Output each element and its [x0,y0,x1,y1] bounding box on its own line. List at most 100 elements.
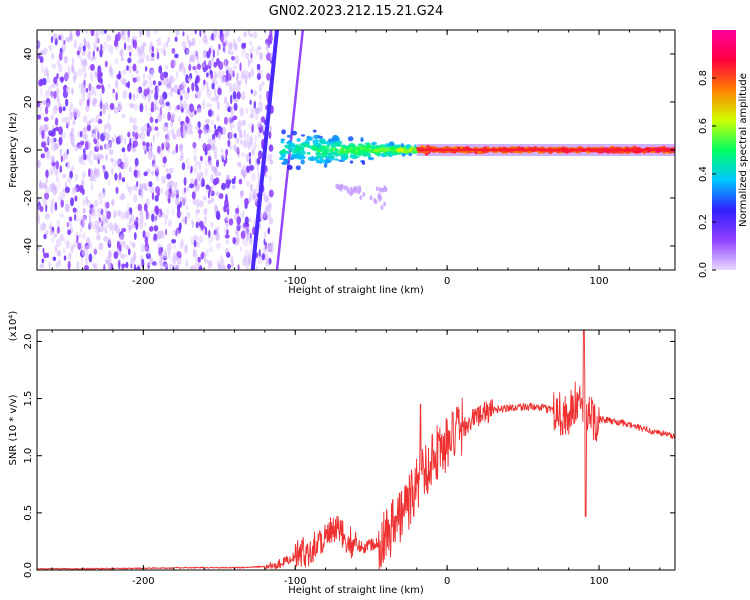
y-tick-label: 0 [23,147,34,153]
heatmap-cell [175,264,180,270]
heatmap-cell [212,30,218,35]
heatmap-cell [153,225,159,232]
heatmap-cell [217,264,223,270]
heatmap-cell [55,160,59,170]
heatmap-cell [230,94,233,105]
heatmap-cell [197,217,201,222]
heatmap-cell [66,121,71,127]
heatmap-cell [88,120,91,126]
heatmap-cell [246,132,250,142]
heatmap-cell [165,64,169,71]
heatmap-cell [42,47,48,55]
heatmap-cell [221,182,226,191]
heatmap-cell [235,207,240,214]
heatmap-cell [73,39,78,45]
heatmap-cell [128,64,132,74]
x-tick-label: 0 [444,576,450,587]
heatmap-cell [140,92,143,99]
heatmap-cell [207,149,211,156]
heatmap-cell [227,116,233,124]
signal-cell [348,146,355,150]
spectrogram-x-ticks: -200 -100 0 100 [51,30,661,287]
signal-cell [280,138,286,142]
heatmap-cell [109,102,115,111]
signal-cell [339,150,347,154]
heatmap-cell [141,145,147,151]
heatmap-cell [206,88,212,99]
heatmap-cell [129,240,132,246]
heatmap-cell [213,167,218,177]
heatmap-cell [115,92,118,101]
heatmap-cell [37,214,41,221]
heatmap-cell [106,221,110,228]
heatmap-cell [201,251,205,257]
heatmap-cell [214,124,217,130]
heatmap-cell [214,203,217,209]
heatmap-cell [161,142,165,151]
heatmap-cell [176,70,179,80]
heatmap-cell [131,242,136,248]
heatmap-cell [171,47,176,54]
heatmap-cell [70,244,76,249]
heatmap-cell [142,73,146,80]
heatmap-cell [135,124,139,133]
heatmap-cell [79,228,83,233]
heatmap-cell [203,252,207,261]
heatmap-cell [258,249,261,258]
heatmap-cell [203,208,208,216]
heatmap-cell [208,47,212,55]
heatmap-cell [143,171,148,176]
heatmap-cell [194,178,198,188]
heatmap-cell [241,49,246,58]
heatmap-cell [120,193,126,201]
signal-cell [307,136,314,141]
heatmap-cell [211,197,214,203]
heatmap-cell [212,138,217,145]
heatmap-cell [248,58,253,64]
heatmap-cell [90,207,96,217]
heatmap-cell [377,192,381,198]
heatmap-cell [215,232,220,241]
heatmap-cell [240,230,246,240]
heatmap-cell [212,49,215,59]
heatmap-cell [144,221,147,227]
signal-cell [366,145,372,149]
heatmap-cell [153,104,157,110]
heatmap-cell [96,46,99,52]
heatmap-cell [255,47,260,56]
heatmap-cell [267,227,271,235]
heatmap-cell [51,142,56,152]
heatmap-cell [144,246,149,251]
heatmap-cell [103,215,106,223]
heatmap-cell [48,168,54,176]
heatmap-cell [83,36,87,46]
heatmap-cell [249,48,252,55]
spectrogram-y-ticks: -40 -20 0 20 40 [23,48,675,254]
heatmap-cell [204,167,209,177]
heatmap-cell [232,115,238,121]
heatmap-cell [258,150,263,160]
heatmap-cell [176,128,182,138]
heatmap-cell [63,236,66,245]
heatmap-cell [150,107,155,113]
heatmap-cell [147,96,150,105]
snr-x-label: Height of straight line (km) [288,585,424,596]
heatmap-cell [223,159,226,167]
heatmap-cell [165,168,169,174]
heatmap-cell [117,228,120,234]
heatmap-cell [182,100,187,110]
heatmap-cell [184,92,189,101]
heatmap-cell [182,89,186,95]
signal-cell [362,161,365,165]
signal-cell [379,144,386,148]
heatmap-cell [63,75,69,81]
y-tick-label: -40 [23,238,34,254]
heatmap-cell [203,79,206,86]
heatmap-cell [114,79,119,87]
heatmap-cell [164,77,169,87]
heatmap-cell [121,177,126,183]
heatmap-cell [90,30,95,37]
heatmap-cell [144,104,148,111]
heatmap-cell [169,192,174,199]
heatmap-cell [267,244,272,253]
